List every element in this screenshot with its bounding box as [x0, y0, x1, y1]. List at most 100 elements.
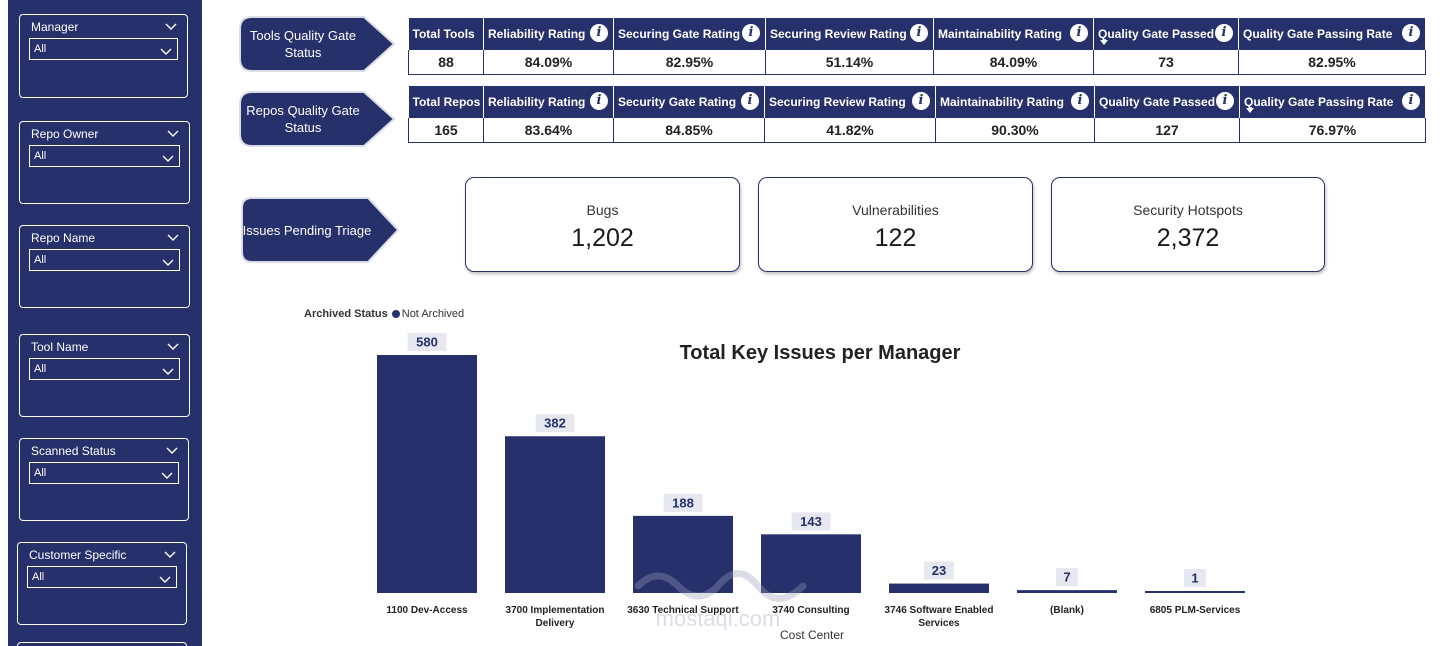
- info-icon[interactable]: i: [1215, 24, 1233, 42]
- column-header[interactable]: Maintainability Rating i: [933, 18, 1094, 50]
- chevron-down-icon[interactable]: [164, 547, 176, 558]
- slicer-title: Manager: [31, 20, 79, 34]
- info-icon[interactable]: i: [1071, 92, 1089, 110]
- repos-quality-table: Total Repos Reliability Rating i Security G…: [408, 86, 1426, 143]
- value-cell: 51.14%: [765, 50, 934, 75]
- repos-header-row: Total Repos Reliability Rating i Security G…: [408, 86, 1426, 118]
- info-icon[interactable]: i: [912, 92, 930, 110]
- x-tick-label: 3700 Implementation: [506, 605, 605, 616]
- info-icon[interactable]: i: [742, 24, 760, 42]
- column-header[interactable]: Quality Gate Passed i: [1094, 86, 1240, 118]
- chart-bar[interactable]: [633, 515, 733, 593]
- chevron-down-icon[interactable]: [166, 443, 178, 454]
- column-header[interactable]: Securing Review Rating i: [764, 86, 936, 118]
- column-header[interactable]: Securing Review Rating i: [765, 18, 934, 50]
- issues-pending-label: Issues Pending Triage: [240, 197, 400, 263]
- chart-bar[interactable]: [761, 534, 861, 593]
- column-header[interactable]: Total Repos: [408, 86, 484, 118]
- sort-descending-icon[interactable]: [1100, 40, 1108, 45]
- repo-owner-slicer: Repo Owner All: [19, 121, 190, 204]
- card-value: 122: [874, 224, 917, 252]
- header-label: Total Repos: [412, 95, 481, 109]
- chart-legend[interactable]: Archived Status Not Archived: [304, 308, 464, 320]
- chart-bar[interactable]: [377, 355, 477, 593]
- repos-quality-gate-label: Repos Quality Gate Status: [238, 91, 396, 147]
- slicer-title: Scanned Status: [31, 444, 116, 458]
- chevron-down-icon: [159, 572, 171, 583]
- header-label: Securing Review Rating: [770, 27, 907, 41]
- chart-bar[interactable]: [1145, 591, 1245, 593]
- x-tick-label: Services: [918, 618, 960, 629]
- info-icon[interactable]: i: [590, 92, 608, 110]
- card-label: Bugs: [586, 202, 619, 218]
- column-header[interactable]: Quality Gate Passing Rate i: [1238, 18, 1426, 50]
- value-cell: 84.09%: [933, 50, 1094, 75]
- vulnerabilities-card[interactable]: Vulnerabilities 122: [758, 177, 1033, 272]
- repo-name-dropdown[interactable]: All: [29, 249, 180, 271]
- value-cell: 127: [1094, 118, 1240, 143]
- repo-owner-dropdown[interactable]: All: [29, 145, 180, 167]
- chevron-down-icon[interactable]: [167, 339, 179, 350]
- info-icon[interactable]: i: [1070, 24, 1088, 42]
- info-icon[interactable]: i: [1216, 92, 1234, 110]
- info-icon[interactable]: i: [590, 24, 608, 42]
- tools-header-row: Total Tools Reliability Rating i Securing G…: [408, 18, 1426, 50]
- header-label: Maintainability Rating: [938, 27, 1063, 41]
- chevron-down-icon: [162, 255, 174, 266]
- slicer-title: Repo Name: [31, 231, 96, 245]
- tool-name-slicer: Tool Name All: [19, 334, 190, 417]
- arrow-shape: [239, 16, 396, 72]
- card-value: 2,372: [1156, 224, 1220, 252]
- chevron-down-icon[interactable]: [165, 19, 177, 30]
- column-header[interactable]: Security Gate Rating i: [613, 86, 765, 118]
- chart-bar[interactable]: [889, 583, 989, 593]
- repos-value-row: 165 83.64% 84.85% 41.82% 90.30% 127 76.97%: [408, 118, 1426, 143]
- dropdown-value: All: [32, 571, 45, 583]
- header-label: Quality Gate Passing Rate: [1243, 27, 1393, 41]
- data-label-background: [791, 512, 831, 531]
- info-icon[interactable]: i: [910, 24, 928, 42]
- column-header[interactable]: Total Tools: [408, 18, 484, 50]
- column-header[interactable]: Maintainability Rating i: [935, 86, 1095, 118]
- chevron-down-icon[interactable]: [167, 126, 179, 137]
- sort-descending-icon[interactable]: [1246, 108, 1254, 113]
- customer-specific-dropdown[interactable]: All: [27, 566, 177, 588]
- data-label-background: [663, 493, 703, 512]
- info-icon[interactable]: i: [741, 92, 759, 110]
- tool-name-dropdown[interactable]: All: [29, 358, 180, 380]
- data-label: 1: [1191, 571, 1198, 586]
- data-label-background: [1056, 568, 1078, 587]
- column-header[interactable]: Quality Gate Passing Rate i: [1239, 86, 1426, 118]
- info-icon[interactable]: i: [1402, 24, 1420, 42]
- data-label-background: [924, 561, 954, 580]
- manager-dropdown[interactable]: All: [29, 38, 178, 60]
- column-header[interactable]: Reliability Rating i: [483, 86, 614, 118]
- column-header[interactable]: Reliability Rating i: [483, 18, 614, 50]
- value-cell: 88: [408, 50, 484, 75]
- data-label: 23: [932, 563, 946, 578]
- chevron-down-icon: [160, 44, 172, 55]
- dropdown-value: All: [34, 43, 47, 55]
- chevron-down-icon: [161, 468, 173, 479]
- security-hotspots-card[interactable]: Security Hotspots 2,372: [1051, 177, 1325, 272]
- chevron-down-icon[interactable]: [167, 230, 179, 241]
- x-tick-label: 3630 Technical Support: [627, 605, 739, 616]
- chart-bar[interactable]: [505, 436, 605, 593]
- x-tick-label: 1100 Dev-Access: [386, 605, 468, 616]
- tools-quality-table: Total Tools Reliability Rating i Securing G…: [408, 18, 1426, 75]
- header-label: Total Tools: [412, 27, 475, 41]
- card-label: Security Hotspots: [1133, 202, 1243, 218]
- chart-bar[interactable]: [1017, 590, 1117, 593]
- repo-name-slicer: Repo Name All: [19, 225, 190, 308]
- column-header[interactable]: Quality Gate Passed i: [1093, 18, 1239, 50]
- dropdown-value: All: [34, 254, 47, 266]
- bugs-card[interactable]: Bugs 1,202: [465, 177, 740, 272]
- value-cell: 90.30%: [935, 118, 1095, 143]
- header-label: Reliability Rating: [488, 95, 586, 109]
- scanned-status-dropdown[interactable]: All: [29, 462, 179, 484]
- legend-item: Not Archived: [401, 308, 465, 320]
- column-header[interactable]: Securing Gate Rating i: [613, 18, 766, 50]
- info-icon[interactable]: i: [1402, 92, 1420, 110]
